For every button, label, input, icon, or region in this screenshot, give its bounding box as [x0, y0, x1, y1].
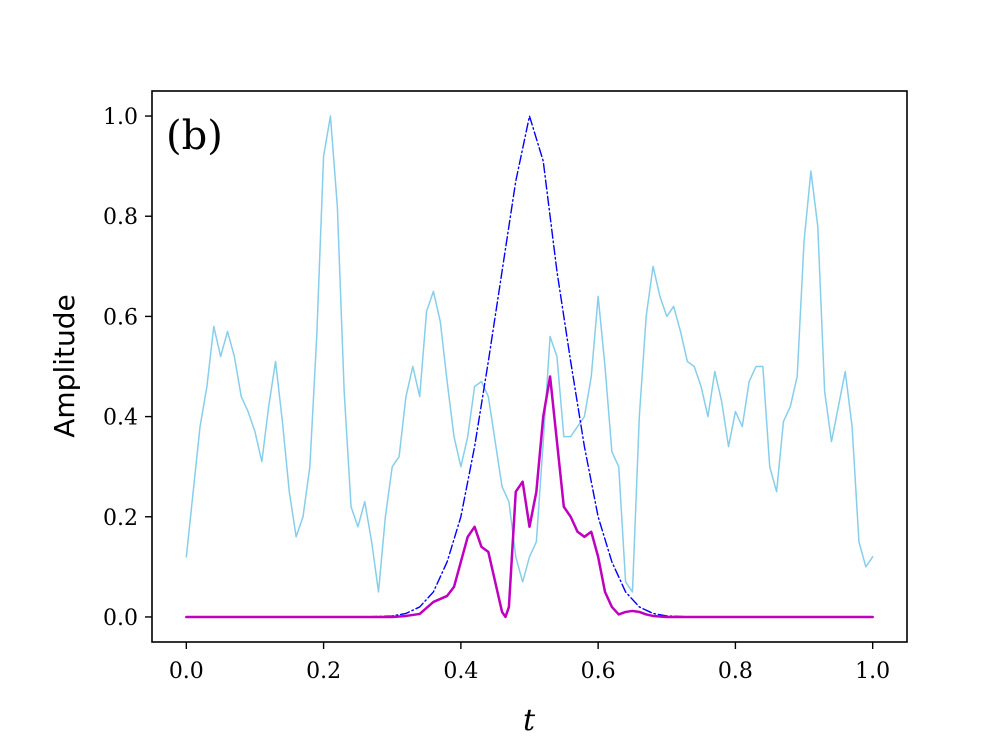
- y-tick-label: 0.6: [103, 305, 138, 330]
- y-tick-label: 0.4: [103, 406, 138, 431]
- x-tick-label: 0.4: [443, 659, 478, 684]
- panel-label: (b): [166, 113, 223, 159]
- y-tick-label: 0.2: [103, 506, 138, 531]
- x-tick-label: 0.2: [306, 659, 341, 684]
- y-tick-label: 1.0: [103, 105, 138, 130]
- y-tick-label: 0.8: [103, 205, 138, 230]
- x-tick-label: 0.8: [718, 659, 753, 684]
- y-axis-label: Amplitude: [48, 294, 81, 438]
- y-tick-label: 0.0: [103, 606, 138, 631]
- series-layer: [185, 115, 874, 619]
- x-tick-label: 0.6: [581, 659, 616, 684]
- series-line-3: [185, 375, 874, 619]
- x-tick-label: 0.0: [169, 659, 204, 684]
- x-axis-label: t: [523, 703, 536, 738]
- plot-frame: [151, 90, 908, 643]
- x-tick-label: 1.0: [855, 659, 890, 684]
- series-line-2: [185, 115, 874, 618]
- tick-layer: 0.0 0.2 0.4 0.6 0.8 1.0 0.0 0.2 0.4 0.6 0.8 1.0: [103, 105, 890, 684]
- series-line-1: [185, 115, 874, 593]
